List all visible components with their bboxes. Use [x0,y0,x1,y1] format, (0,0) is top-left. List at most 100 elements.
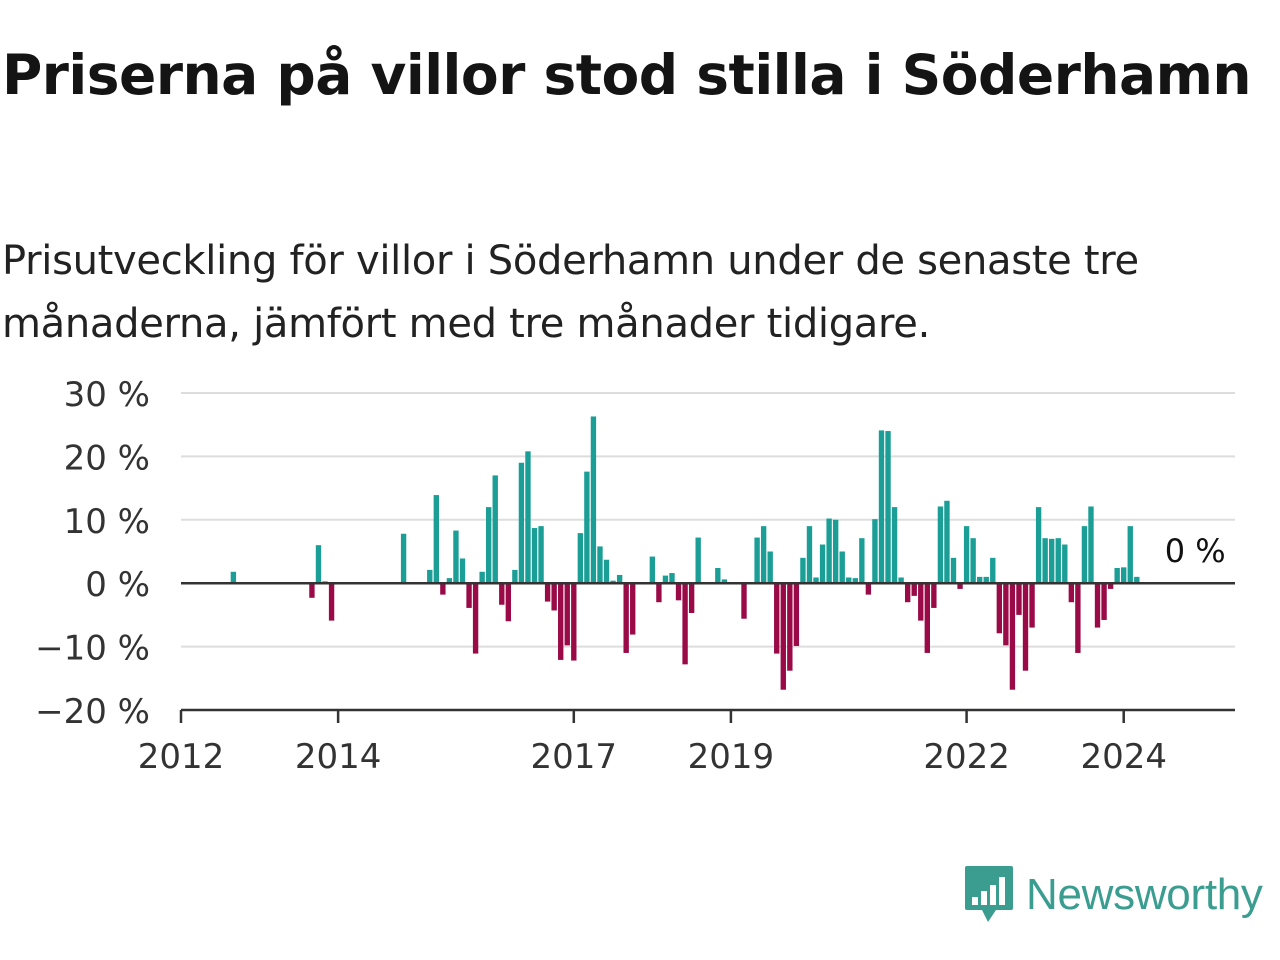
bar [230,571,237,584]
bar [970,538,976,584]
bar [918,583,924,621]
bar [767,551,773,584]
bar [623,583,629,653]
bar [963,526,970,584]
bar [682,583,688,665]
bar [996,583,1003,634]
page-subtitle: Prisutveckling för villor i Söderhamn un… [2,238,1139,347]
bar [675,583,682,601]
annotation-label: 0 % [1165,532,1226,570]
bar [1009,583,1016,690]
y-tick-label: −20 % [35,692,150,732]
bar [721,579,728,584]
bar [662,575,669,584]
bar [1055,538,1061,584]
bar [1088,506,1094,584]
price-change-bar-chart: 30 %20 %10 %0 %−10 %−20 % 2012 2014 2017 20… [35,375,1235,777]
bar [669,573,675,584]
bar [1042,538,1048,584]
bar [459,558,466,584]
bar [931,583,937,608]
bar [688,583,695,613]
bar [400,533,407,584]
y-tick-label: 20 % [64,438,150,478]
bar [616,574,623,584]
bar [1101,583,1107,620]
bar [806,526,813,584]
bar [328,583,335,621]
bar [492,475,498,584]
bar [990,557,996,584]
bar [1016,583,1022,615]
bar [584,471,590,584]
bar [957,583,963,589]
bar [846,577,852,584]
y-tick-label: 0 % [85,565,150,605]
bar [944,500,950,584]
bar [904,583,911,603]
bar [597,546,603,584]
x-tick-label: 2012 [138,737,225,777]
x-tick-label: 2019 [688,737,775,777]
bar [1035,507,1042,584]
bar [603,559,610,584]
bar [656,583,662,603]
bar [774,583,780,654]
bar [1107,583,1114,589]
bar [630,583,636,635]
bar [564,583,570,646]
bar [976,576,983,584]
bar [911,583,917,596]
bar [610,580,616,584]
bar [1029,583,1035,628]
bar [486,507,492,584]
bar [819,544,826,584]
bar [983,576,989,584]
bar [571,583,577,661]
bar [472,583,479,654]
annotations: 0 % [1162,529,1229,573]
bar [878,430,885,584]
bar [590,416,597,584]
bar [538,526,544,584]
bar [577,533,584,584]
bar [852,578,858,584]
bar [558,583,564,660]
x-tick-label: 2014 [295,737,382,777]
bar [544,583,551,602]
bar [1114,567,1120,584]
bar [1003,583,1009,646]
bar [531,528,538,584]
bar [315,545,322,584]
bar [466,583,472,608]
bar [440,583,446,595]
bars [230,416,1140,690]
bar [1094,583,1101,628]
bar [715,567,721,584]
bar [1075,583,1081,653]
y-tick-label: 30 % [64,375,150,415]
brand-name: Newsworthy [1026,870,1263,919]
bar [754,537,760,584]
y-tick-label: −10 % [35,629,150,669]
bar [872,519,878,584]
bar [950,557,957,584]
bar [760,526,767,584]
bar [1049,538,1055,584]
bar [859,538,865,584]
bar [1022,583,1029,671]
bar [839,551,845,584]
bar [427,569,433,584]
y-axis-ticks: 30 % 20 % 10 % 0 % −10 % −20 % [35,375,150,732]
bar [512,569,518,584]
bar [937,506,944,584]
bar [499,583,505,605]
bar [741,583,747,619]
bar [865,583,872,595]
y-tick-label: 10 % [64,502,150,542]
bar [525,451,531,584]
bar [898,577,904,584]
x-tick-label: 2024 [1080,737,1167,777]
bar [826,518,832,584]
bar [1062,544,1068,584]
